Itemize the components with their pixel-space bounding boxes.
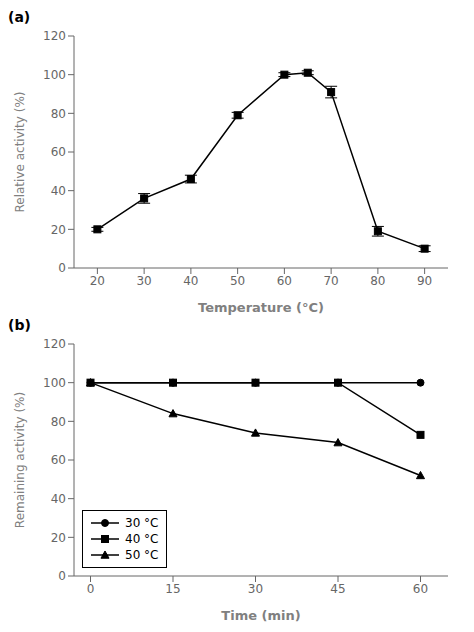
svg-text:70: 70 (323, 274, 338, 288)
svg-text:Relative activity (%): Relative activity (%) (13, 91, 27, 212)
svg-text:60: 60 (413, 582, 428, 596)
svg-text:40: 40 (51, 184, 66, 198)
svg-text:100: 100 (43, 68, 66, 82)
svg-text:Remaining activity (%): Remaining activity (%) (13, 392, 27, 528)
svg-text:0: 0 (58, 261, 66, 275)
svg-text:20: 20 (51, 531, 66, 545)
html-text:50 °C: 50 °C (125, 548, 159, 562)
svg-text:120: 120 (43, 337, 66, 351)
html-text:40 °C: 40 °C (125, 532, 159, 546)
svg-text:0: 0 (58, 569, 66, 583)
svg-text:60: 60 (51, 145, 66, 159)
svg-text:90: 90 (417, 274, 432, 288)
svg-text:0: 0 (87, 582, 95, 596)
html-text:(a): (a) (8, 9, 31, 25)
svg-text:20: 20 (51, 223, 66, 237)
svg-text:80: 80 (51, 415, 66, 429)
svg-text:Time (min): Time (min) (221, 608, 300, 623)
svg-text:60: 60 (277, 274, 292, 288)
svg-text:50: 50 (230, 274, 245, 288)
svg-text:30: 30 (136, 274, 151, 288)
html-text:(b): (b) (8, 317, 31, 333)
svg-text:40: 40 (183, 274, 198, 288)
svg-text:80: 80 (51, 107, 66, 121)
svg-text:100: 100 (43, 376, 66, 390)
svg-text:120: 120 (43, 29, 66, 43)
svg-text:15: 15 (165, 582, 180, 596)
svg-text:40: 40 (51, 492, 66, 506)
svg-text:45: 45 (330, 582, 345, 596)
html-text:30 °C: 30 °C (125, 516, 159, 530)
svg-text:20: 20 (90, 274, 105, 288)
svg-text:80: 80 (370, 274, 385, 288)
svg-text:30: 30 (248, 582, 263, 596)
svg-text:60: 60 (51, 453, 66, 467)
svg-text:Temperature (°C): Temperature (°C) (198, 300, 324, 315)
